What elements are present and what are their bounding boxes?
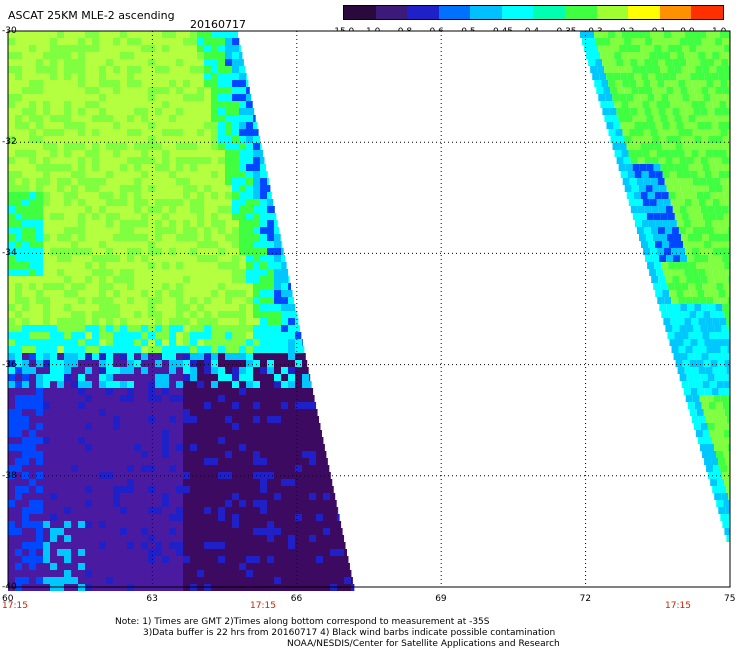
colorbar-segment <box>470 6 502 19</box>
time-label-right: 17:15 <box>665 601 691 611</box>
latitude-label: -36 <box>2 359 17 370</box>
longitude-label: 60 <box>2 594 14 604</box>
colorbar-segment <box>596 6 629 19</box>
longitude-label: 72 <box>579 594 592 604</box>
colorbar-segment <box>628 6 660 19</box>
colorbar-segment <box>501 6 534 19</box>
colorbar-segment <box>407 6 439 19</box>
colorbar-segment <box>659 6 692 19</box>
note-line-1: Note: 1) Times are GMT 2)Times along bot… <box>115 617 490 627</box>
longitude-label: 66 <box>290 594 303 604</box>
latitude-label: -38 <box>2 470 17 481</box>
note-line-2: 3)Data buffer is 22 hrs from 20160717 4)… <box>143 628 556 638</box>
time-label-left: 17:15 <box>2 601 28 611</box>
longitude-label: 69 <box>435 594 447 604</box>
product-title: ASCAT 25KM MLE-2 ascending <box>8 9 175 22</box>
latitude-label: -40 <box>2 582 17 592</box>
time-label-middle: 17:15 <box>250 601 276 611</box>
note-line-3: NOAA/NESDIS/Center for Satellite Applica… <box>287 639 560 649</box>
swath-left <box>8 31 355 591</box>
product-date: 20160717 <box>190 18 246 31</box>
colorbar-segment <box>533 6 566 19</box>
longitude-label: 75 <box>724 594 736 604</box>
map-gridlines <box>8 31 730 587</box>
latitude-label: -34 <box>2 248 17 259</box>
swath-right <box>580 31 730 542</box>
colorbar-segment <box>344 6 376 19</box>
plot-frame <box>7 30 731 588</box>
colorbar-segment <box>565 6 597 19</box>
latitude-label: -30 <box>2 26 17 36</box>
colorbar-segment <box>375 6 408 19</box>
colorbar <box>343 5 724 20</box>
longitude-label: 63 <box>146 594 158 604</box>
colorbar-segment <box>691 6 723 19</box>
colorbar-segment <box>438 6 471 19</box>
latitude-label: -32 <box>2 137 17 148</box>
